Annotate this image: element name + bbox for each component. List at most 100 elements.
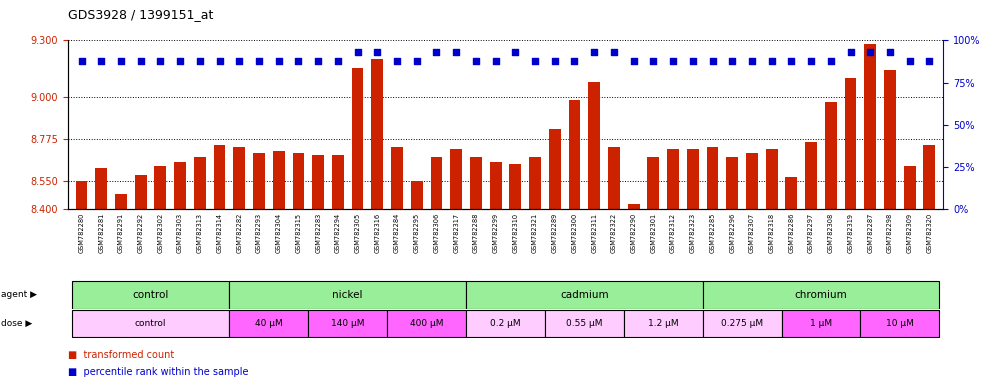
Text: GSM782320: GSM782320 (926, 213, 932, 253)
Point (843, 49, 859, 55)
Bar (450, 149, 462, 209)
Bar (76, 181, 88, 209)
Text: 140 μM: 140 μM (331, 319, 365, 328)
Text: ■  transformed count: ■ transformed count (68, 350, 174, 360)
Bar (391, 147, 403, 209)
Bar (213, 146, 225, 209)
Bar (372, 59, 383, 209)
Text: cadmium: cadmium (560, 290, 609, 300)
Text: GSM782288: GSM782288 (473, 213, 479, 253)
Point (408, 58, 424, 64)
Point (901, 58, 917, 64)
Bar (352, 68, 364, 209)
Text: 40 μM: 40 μM (255, 319, 283, 328)
Text: GSM782308: GSM782308 (828, 213, 834, 253)
Bar (706, 147, 718, 209)
Text: GSM782284: GSM782284 (394, 213, 400, 253)
Text: GSM782305: GSM782305 (355, 213, 361, 253)
Point (685, 58, 701, 64)
Point (94, 58, 110, 64)
Bar (608, 147, 620, 209)
Text: GSM782311: GSM782311 (592, 213, 598, 253)
Bar (903, 166, 915, 209)
Text: GSM782283: GSM782283 (315, 213, 321, 253)
Bar (786, 177, 797, 209)
Text: GSM782310: GSM782310 (512, 213, 518, 253)
Point (863, 49, 878, 55)
Text: GSM782293: GSM782293 (256, 213, 262, 253)
Text: GSM782297: GSM782297 (808, 213, 814, 253)
Bar (766, 149, 778, 209)
Text: ■  percentile rank within the sample: ■ percentile rank within the sample (68, 367, 248, 377)
Point (507, 49, 523, 55)
Bar (229, 281, 466, 309)
Bar (312, 155, 324, 209)
Point (74, 58, 90, 64)
Bar (623, 310, 702, 338)
Text: agent ▶: agent ▶ (1, 290, 37, 299)
Point (389, 58, 405, 64)
Bar (309, 310, 387, 338)
Point (547, 58, 563, 64)
Text: GSM782317: GSM782317 (453, 213, 459, 253)
Point (211, 58, 227, 64)
Point (350, 49, 366, 55)
Text: GSM782321: GSM782321 (532, 213, 538, 253)
Point (152, 58, 168, 64)
Bar (96, 168, 108, 209)
Point (310, 58, 326, 64)
Bar (647, 157, 659, 209)
Text: GSM782287: GSM782287 (868, 213, 873, 253)
Text: GSM782322: GSM782322 (611, 213, 617, 253)
Point (370, 49, 385, 55)
Point (488, 58, 504, 64)
Point (448, 49, 464, 55)
Bar (509, 164, 521, 209)
Bar (805, 142, 817, 209)
Bar (229, 310, 309, 338)
Point (330, 58, 346, 64)
Bar (72, 310, 229, 338)
Point (231, 58, 247, 64)
Bar (702, 310, 782, 338)
Point (744, 58, 760, 64)
Bar (923, 146, 935, 209)
Point (823, 58, 839, 64)
Point (172, 58, 188, 64)
Bar (569, 100, 581, 209)
Bar (72, 281, 229, 309)
Text: GDS3928 / 1399151_at: GDS3928 / 1399151_at (68, 8, 213, 21)
Text: control: control (132, 290, 168, 300)
Text: 10 μM: 10 μM (885, 319, 913, 328)
Bar (687, 149, 699, 209)
Bar (470, 157, 482, 209)
Bar (430, 157, 442, 209)
Point (587, 49, 603, 55)
Text: 0.55 μM: 0.55 μM (566, 319, 603, 328)
Bar (490, 162, 502, 209)
Point (724, 58, 740, 64)
Text: dose ▶: dose ▶ (1, 319, 32, 328)
Bar (332, 155, 344, 209)
Text: GSM782306: GSM782306 (433, 213, 439, 253)
Text: control: control (134, 319, 166, 328)
Point (784, 58, 800, 64)
Bar (549, 129, 561, 209)
Point (251, 58, 267, 64)
Point (665, 58, 681, 64)
Text: nickel: nickel (333, 290, 363, 300)
Point (192, 58, 208, 64)
Point (113, 58, 128, 64)
Text: GSM782318: GSM782318 (769, 213, 775, 253)
Text: GSM782312: GSM782312 (670, 213, 676, 253)
Point (132, 58, 148, 64)
Text: 1.2 μM: 1.2 μM (648, 319, 678, 328)
Bar (529, 157, 541, 209)
Bar (884, 70, 895, 209)
Text: GSM782299: GSM782299 (493, 213, 499, 253)
Bar (545, 310, 623, 338)
Bar (410, 181, 422, 209)
Text: GSM782307: GSM782307 (749, 213, 755, 253)
Bar (865, 44, 876, 209)
Bar (466, 310, 545, 338)
